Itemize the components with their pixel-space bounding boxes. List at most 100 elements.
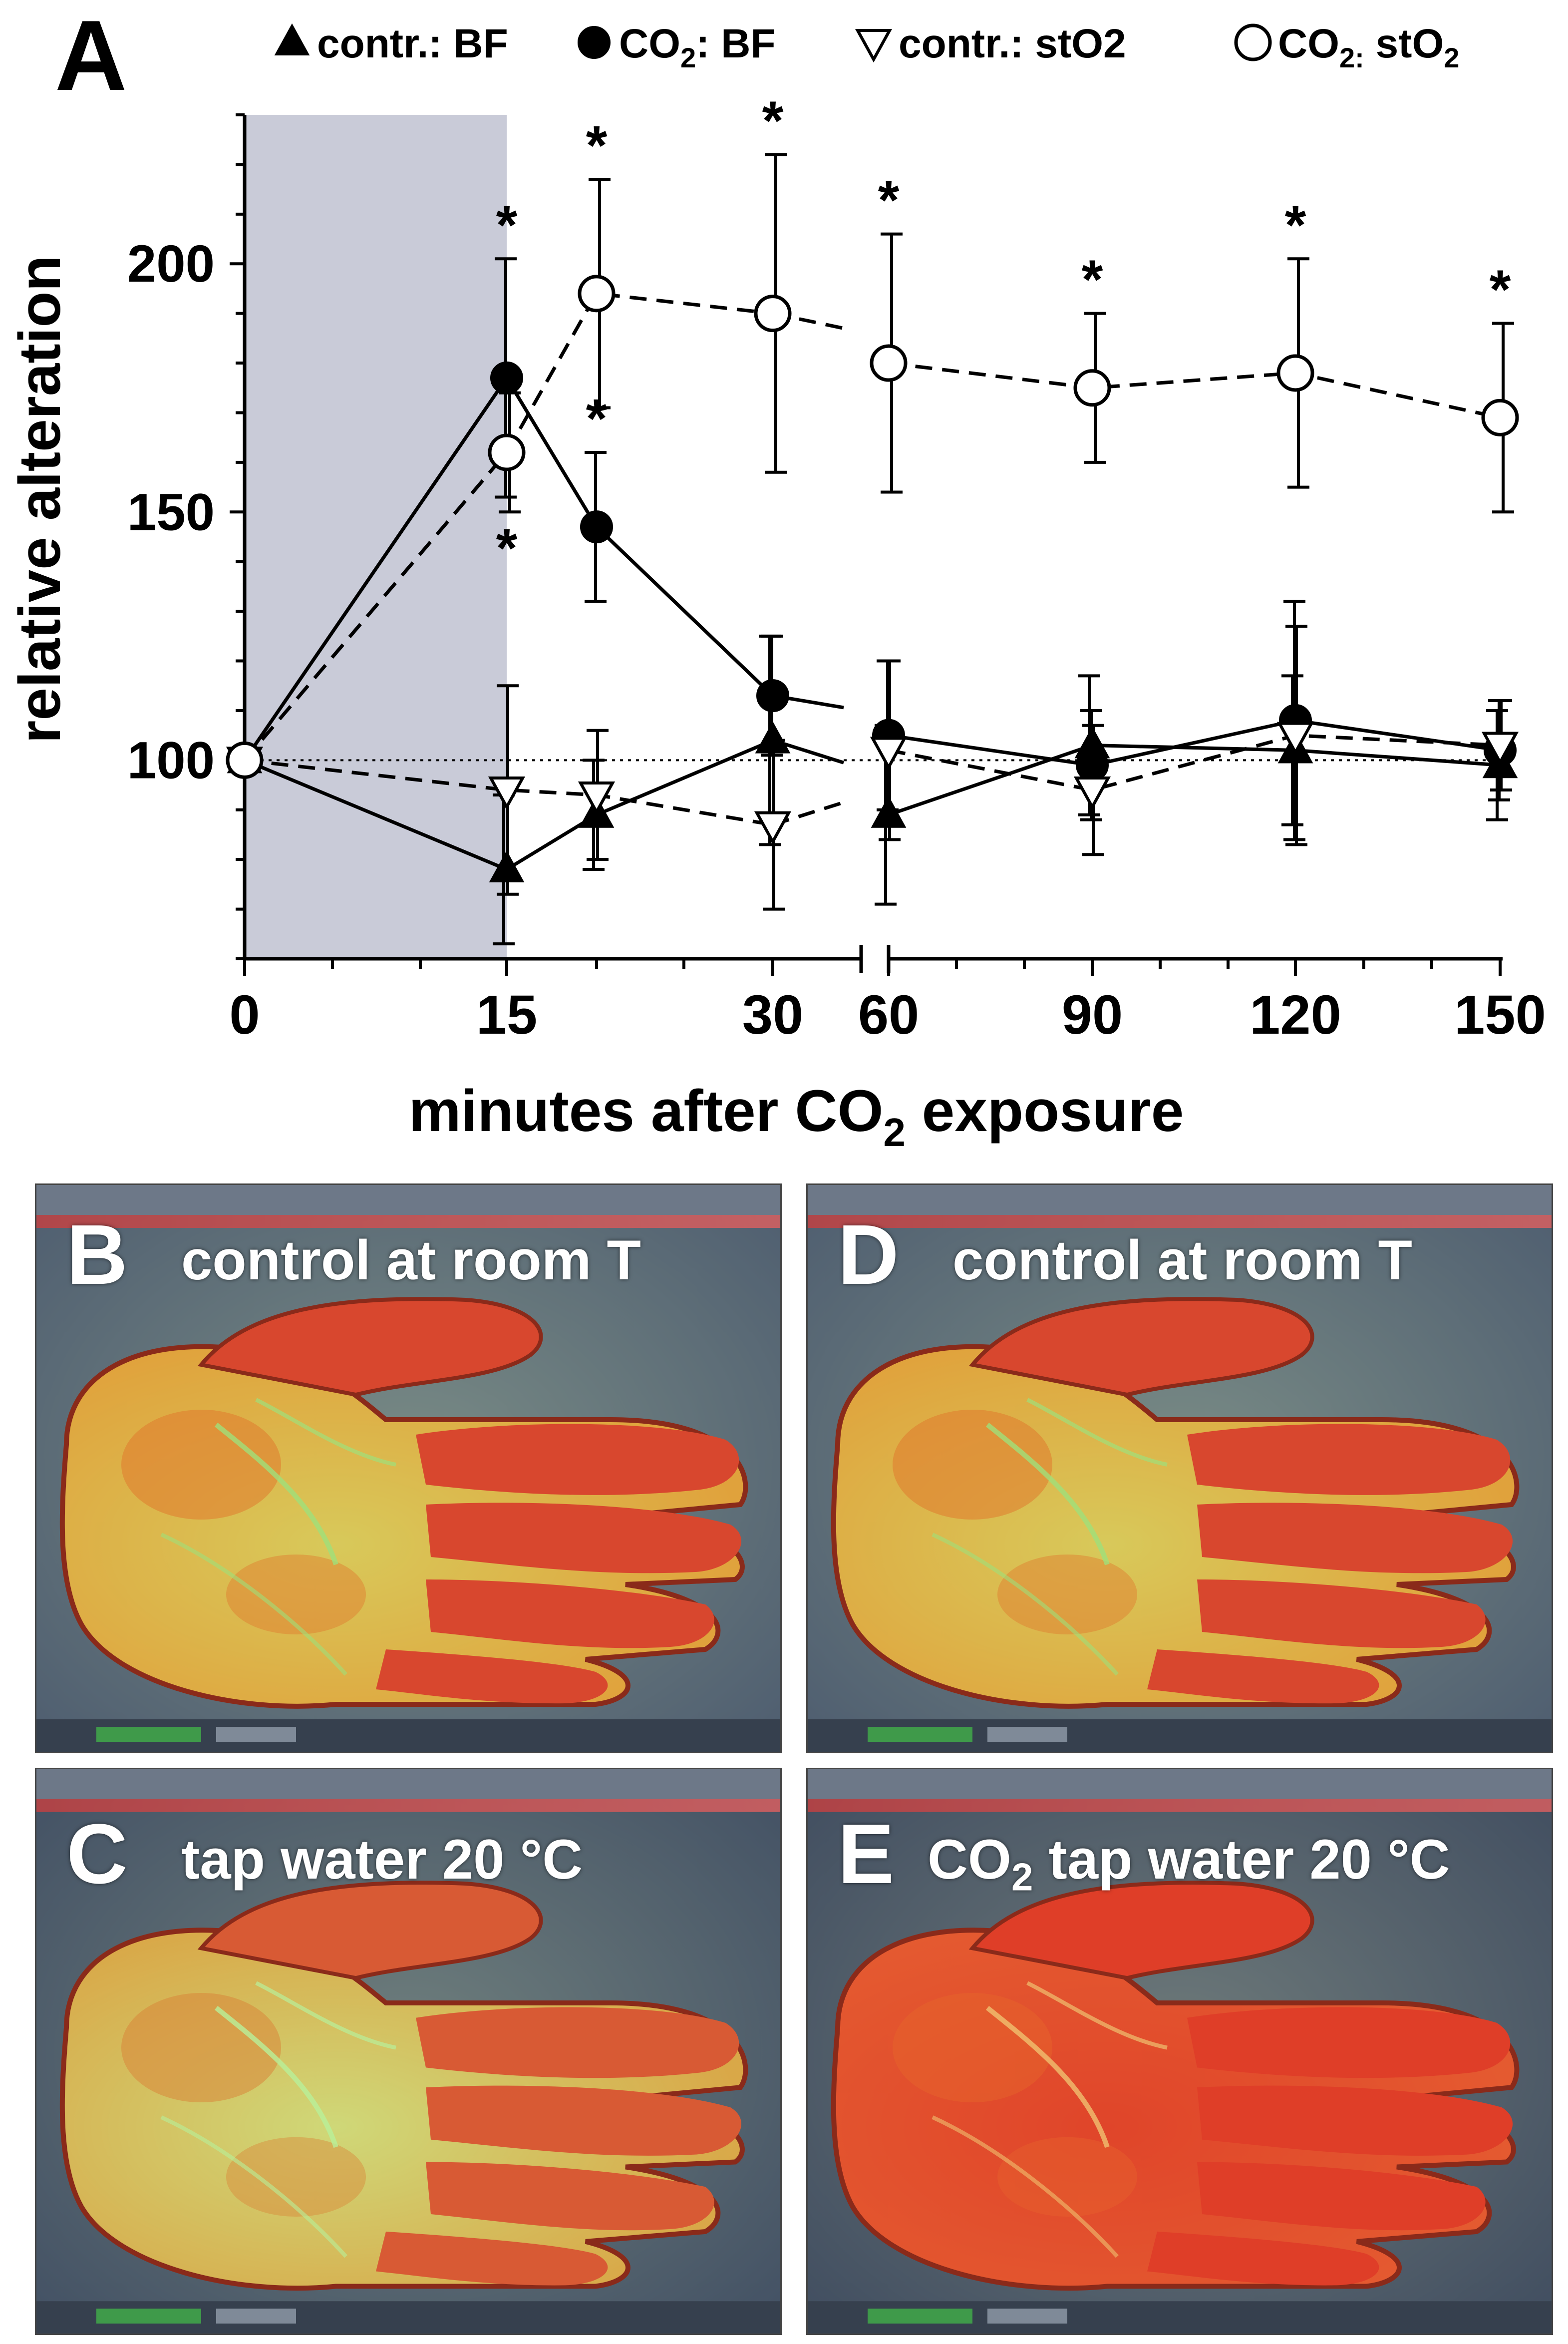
palm-crease [985, 1423, 1110, 1565]
palm-crease [214, 2005, 338, 2148]
thumb [197, 1881, 543, 1980]
screen-bottom-field [216, 1727, 296, 1742]
caption-rest: tap water 20 °C [1033, 1828, 1450, 1891]
legend-marker-filled-circle [578, 26, 611, 59]
legend: contr.: BF CO2: BF contr.: stO2 CO2: stO2 [274, 21, 1459, 73]
x-tick-label-90: 90 [1062, 984, 1123, 1046]
significance-asterisk: * [1285, 194, 1306, 256]
palm-crease [985, 2005, 1110, 2148]
data-point [1481, 398, 1519, 436]
thermal-hand-image [36, 1769, 780, 2334]
legend-label-sub: 2 [680, 42, 696, 73]
data-point [1276, 354, 1314, 392]
significance-asterisk: * [586, 115, 608, 176]
finger-4 [1147, 1649, 1379, 1704]
data-point [580, 510, 613, 544]
legend-label: contr.: stO2 [899, 21, 1126, 66]
finger-2 [1197, 1503, 1513, 1573]
data-point [578, 275, 616, 313]
x-tick-label-0: 0 [229, 984, 260, 1046]
data-point [1276, 722, 1314, 756]
finger-1 [416, 2007, 739, 2078]
series-line-contr-sto2 [888, 734, 1501, 792]
screen-top-bar [36, 1185, 780, 1215]
finger-4 [1147, 2231, 1379, 2286]
photo-panel-caption: tap water 20 °C [181, 1828, 583, 1891]
thumb [968, 1297, 1314, 1397]
significance-asterisk: * [878, 170, 900, 231]
palm-warm-spot [226, 1555, 366, 1634]
legend-label-main: CO [619, 21, 680, 66]
series-line-contr-sto2 [244, 758, 773, 827]
x-tick-label-60: 60 [858, 984, 919, 1046]
palm-warm-spot [226, 2137, 366, 2217]
hand-shape [59, 1297, 748, 1709]
finger-3 [1197, 1579, 1486, 1648]
x-axis-label-prefix: minutes after CO [409, 1078, 884, 1144]
legend-item: contr.: BF [274, 21, 508, 66]
screen-red-strip [36, 1799, 780, 1812]
legend-label-sub2: 2 [1444, 42, 1459, 73]
data-point [1073, 777, 1111, 810]
data-point [488, 433, 526, 471]
palm-crease [1026, 1398, 1168, 1467]
data-point [755, 721, 791, 754]
palm-crease [160, 2115, 347, 2258]
data-point [490, 361, 523, 394]
thumb [968, 1881, 1314, 1980]
screen-red-strip [808, 1215, 1552, 1228]
palm-warm-spot [893, 1410, 1052, 1520]
screen-bottom-button [96, 1727, 201, 1742]
x-tick-label-30: 30 [742, 984, 803, 1046]
legend-label: CO2: BF [619, 21, 776, 73]
x-axis-label: minutes after CO2 exposure [409, 1078, 1184, 1155]
series-line-co2-bf [243, 375, 774, 762]
finger-4 [376, 1649, 608, 1704]
palm-warm-spot [997, 2137, 1137, 2217]
series-line-co2-bf [888, 719, 1501, 767]
x-axis-label-sub: 2 [883, 1110, 906, 1155]
legend-label-rest: : BF [696, 21, 775, 66]
screen-bottom-button [868, 1727, 972, 1742]
photo-panel-letter: C [66, 1807, 128, 1902]
palm-crease [255, 1981, 396, 2050]
x-tick-label-15: 15 [476, 984, 537, 1046]
screen-bottom-button [868, 2309, 972, 2324]
hand-shape [831, 1297, 1520, 1709]
significance-asterisk: * [1490, 259, 1511, 321]
data-point [754, 811, 792, 845]
hand-shape [831, 1881, 1520, 2291]
data-point [226, 741, 264, 779]
screen-top-bar [808, 1185, 1552, 1215]
data-point [489, 850, 525, 883]
panel-a-letter: A [55, 0, 127, 111]
finger-4 [376, 2231, 608, 2286]
significance-asterisk: * [496, 194, 518, 256]
legend-label-main: CO [1278, 21, 1339, 66]
series-line-co2-sto2 [243, 292, 773, 762]
legend-marker-filled-triangle [274, 23, 310, 55]
data-point [756, 679, 789, 713]
screen-top-bar [808, 1769, 1552, 1799]
x-axis-label-suffix: exposure [906, 1078, 1184, 1144]
finger-3 [426, 1579, 714, 1648]
y-tick-label-150: 150 [127, 483, 215, 541]
data-point [1481, 732, 1519, 766]
screen-top-bar [36, 1769, 780, 1799]
finger-1 [1187, 1424, 1511, 1495]
screen-bottom-field [987, 1727, 1067, 1742]
significance-asterisk: * [762, 90, 784, 152]
photo-panel-caption: control at room T [952, 1229, 1412, 1291]
thermal-hand-image [808, 1769, 1552, 2334]
screen-red-strip [36, 1215, 780, 1228]
caption-sub: 2 [1011, 1855, 1033, 1899]
legend-item: CO2: stO2 [1234, 21, 1459, 73]
significance-asterisk: * [496, 517, 518, 579]
finger-2 [426, 1503, 742, 1573]
data-point [578, 781, 616, 815]
x-tick-label-150: 150 [1454, 984, 1546, 1046]
legend-label-rest: stO [1364, 21, 1444, 66]
